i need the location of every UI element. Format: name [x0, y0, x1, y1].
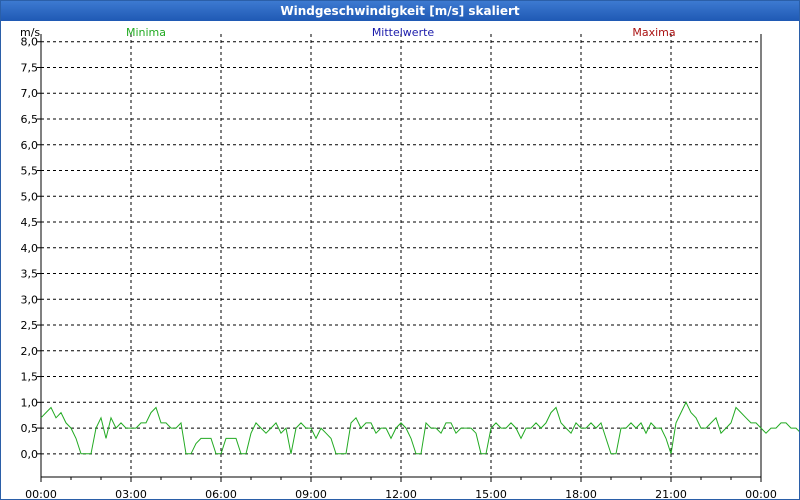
x-tick-time: 00:00 — [745, 488, 777, 498]
y-tick-label: 0,5 — [21, 422, 39, 435]
legend-minima: Minima — [126, 26, 166, 39]
y-tick-label: 2,0 — [21, 345, 39, 358]
y-tick-label: 3,0 — [21, 293, 39, 306]
y-tick-label: 7,0 — [21, 87, 39, 100]
y-tick-label: 6,5 — [21, 113, 39, 126]
x-tick-time: 09:00 — [295, 488, 327, 498]
y-tick-label: 6,0 — [21, 139, 39, 152]
x-tick-time: 12:00 — [385, 488, 417, 498]
legend-maxima: Maxima — [632, 26, 675, 39]
y-tick-label: 4,5 — [21, 216, 39, 229]
y-tick-label: 5,5 — [21, 165, 39, 178]
y-tick-label: 8,0 — [21, 36, 39, 49]
y-tick-label: 0,0 — [21, 448, 39, 461]
x-tick-time: 15:00 — [475, 488, 507, 498]
legend-mittelwerte: Mittelwerte — [372, 26, 435, 39]
y-tick-label: 7,5 — [21, 61, 39, 74]
x-tick-time: 06:00 — [205, 488, 237, 498]
x-tick-time: 18:00 — [565, 488, 597, 498]
y-tick-label: 1,5 — [21, 371, 39, 384]
window-title: Windgeschwindigkeit [m/s] skaliert — [1, 1, 799, 21]
y-tick-label: 5,0 — [21, 190, 39, 203]
y-tick-label: 1,0 — [21, 396, 39, 409]
x-tick-time: 03:00 — [115, 488, 147, 498]
y-tick-label: 2,5 — [21, 319, 39, 332]
series-line-minima — [40, 401, 799, 455]
y-axis-label: m/s — [20, 26, 40, 39]
wind-speed-chart: 0,0 0,5 1,0 1,5 2,0 2,5 3,0 3,5 4,0 4,5 5,0 5,5 6,0 6… — [20, 26, 799, 498]
y-tick-label: 4,0 — [21, 242, 39, 255]
series-layer — [40, 401, 799, 455]
y-tick-label: 3,5 — [21, 268, 39, 281]
axis-layer: 0,0 0,5 1,0 1,5 2,0 2,5 3,0 3,5 4,0 4,5 5,0 5,5 6,0 6… — [21, 34, 777, 498]
x-tick-time: 21:00 — [655, 488, 687, 498]
grid-layer — [41, 34, 761, 477]
x-tick-time: 00:00 — [25, 488, 57, 498]
